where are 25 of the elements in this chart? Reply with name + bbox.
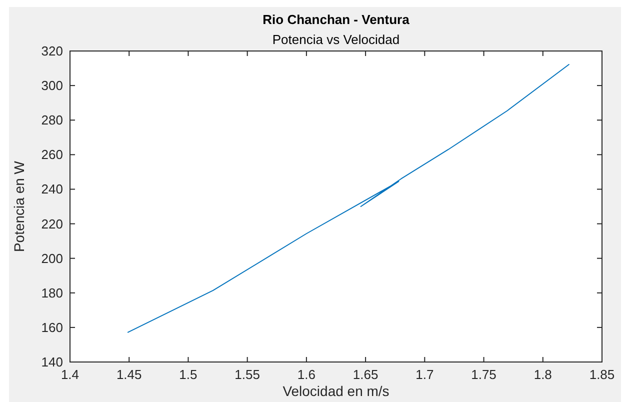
chart-subtitle: Potencia vs Velocidad bbox=[272, 32, 400, 47]
y-tick-label: 140 bbox=[41, 354, 63, 370]
x-tick-label: 1.75 bbox=[471, 367, 496, 382]
y-tick-label: 200 bbox=[41, 250, 63, 266]
line-series bbox=[127, 64, 570, 333]
x-tick-label: 1.55 bbox=[234, 367, 260, 382]
x-axis-title: Velocidad en m/s bbox=[282, 383, 390, 399]
x-tick-label: 1.45 bbox=[116, 367, 142, 382]
y-tick-label: 280 bbox=[41, 112, 63, 128]
x-tick-label: 1.65 bbox=[352, 367, 378, 382]
y-tick-label: 240 bbox=[41, 182, 63, 197]
y-tick-label: 160 bbox=[41, 320, 63, 335]
chart-title: Rio Chanchan - Ventura bbox=[262, 12, 410, 27]
y-axis-title: Potencia en W bbox=[11, 160, 27, 252]
y-tick-label: 300 bbox=[41, 78, 63, 94]
y-tick-label: 180 bbox=[41, 285, 63, 300]
y-tick-label: 220 bbox=[41, 216, 63, 232]
x-tick-label: 1.5 bbox=[179, 367, 198, 382]
y-tick-label: 260 bbox=[41, 147, 63, 162]
y-tick-label: 320 bbox=[41, 44, 63, 58]
x-tick-label: 1.7 bbox=[416, 367, 434, 382]
x-tick-label: 1.4 bbox=[60, 367, 80, 382]
x-tick-label: 1.6 bbox=[297, 367, 316, 382]
x-tick-label: 1.85 bbox=[589, 367, 615, 382]
x-tick-label: 1.8 bbox=[534, 367, 552, 382]
